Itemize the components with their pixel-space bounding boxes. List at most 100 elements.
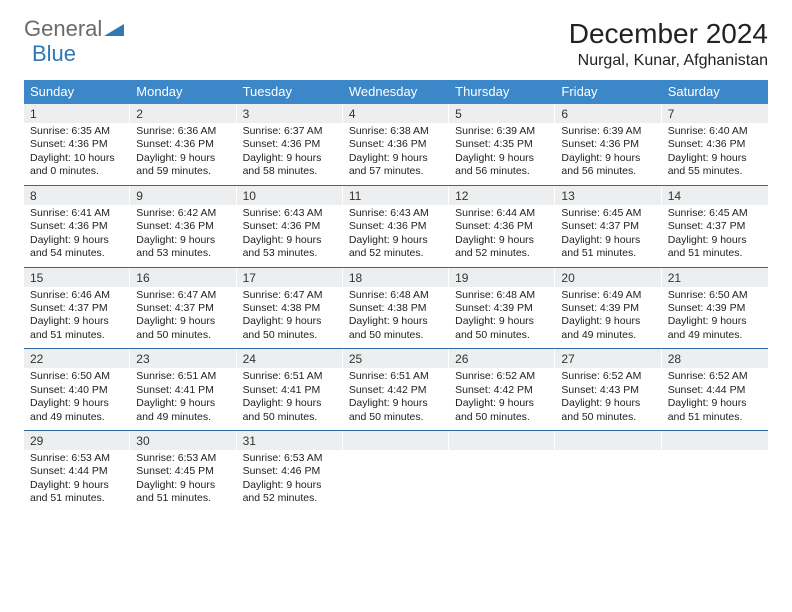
daylight-line: Daylight: 9 hours and 54 minutes.	[30, 234, 109, 259]
brand-name-1: General	[24, 16, 102, 41]
day-body: Sunrise: 6:45 AMSunset: 4:37 PMDaylight:…	[555, 205, 661, 267]
day-number: 29	[24, 431, 130, 450]
title-block: December 2024 Nurgal, Kunar, Afghanistan	[569, 18, 768, 70]
day-cell: 22Sunrise: 6:50 AMSunset: 4:40 PMDayligh…	[24, 349, 130, 430]
daylight-line: Daylight: 9 hours and 51 minutes.	[30, 479, 109, 504]
day-cell: 16Sunrise: 6:47 AMSunset: 4:37 PMDayligh…	[130, 268, 236, 349]
day-cell: 7Sunrise: 6:40 AMSunset: 4:36 PMDaylight…	[662, 104, 768, 185]
day-body: Sunrise: 6:48 AMSunset: 4:39 PMDaylight:…	[449, 287, 555, 349]
dow-cell: Friday	[555, 80, 661, 104]
sunset-line: Sunset: 4:36 PM	[455, 220, 533, 232]
sunrise-line: Sunrise: 6:45 AM	[561, 207, 641, 219]
day-cell: 10Sunrise: 6:43 AMSunset: 4:36 PMDayligh…	[237, 186, 343, 267]
day-body: Sunrise: 6:39 AMSunset: 4:36 PMDaylight:…	[555, 123, 661, 185]
sunrise-line: Sunrise: 6:39 AM	[455, 125, 535, 137]
daylight-line: Daylight: 10 hours and 0 minutes.	[30, 152, 115, 177]
day-cell: 23Sunrise: 6:51 AMSunset: 4:41 PMDayligh…	[130, 349, 236, 430]
sunrise-line: Sunrise: 6:37 AM	[243, 125, 323, 137]
sunrise-line: Sunrise: 6:40 AM	[668, 125, 748, 137]
sunrise-line: Sunrise: 6:50 AM	[30, 370, 110, 382]
daylight-line: Daylight: 9 hours and 55 minutes.	[668, 152, 747, 177]
day-body: Sunrise: 6:36 AMSunset: 4:36 PMDaylight:…	[130, 123, 236, 185]
day-cell: 30Sunrise: 6:53 AMSunset: 4:45 PMDayligh…	[130, 431, 236, 512]
day-cell: 1Sunrise: 6:35 AMSunset: 4:36 PMDaylight…	[24, 104, 130, 185]
sunset-line: Sunset: 4:38 PM	[349, 302, 427, 314]
day-number: 24	[237, 349, 343, 368]
day-number: 21	[662, 268, 768, 287]
day-body: Sunrise: 6:51 AMSunset: 4:41 PMDaylight:…	[237, 368, 343, 430]
day-body: Sunrise: 6:52 AMSunset: 4:44 PMDaylight:…	[662, 368, 768, 430]
sunset-line: Sunset: 4:36 PM	[243, 138, 321, 150]
calendar: Sunday Monday Tuesday Wednesday Thursday…	[24, 80, 768, 512]
day-body: Sunrise: 6:53 AMSunset: 4:46 PMDaylight:…	[237, 450, 343, 512]
day-body: Sunrise: 6:53 AMSunset: 4:45 PMDaylight:…	[130, 450, 236, 512]
day-body: Sunrise: 6:52 AMSunset: 4:43 PMDaylight:…	[555, 368, 661, 430]
header: General Blue December 2024 Nurgal, Kunar…	[24, 18, 768, 70]
day-number: 10	[237, 186, 343, 205]
daylight-line: Daylight: 9 hours and 50 minutes.	[349, 397, 428, 422]
day-number: 7	[662, 104, 768, 123]
sunrise-line: Sunrise: 6:46 AM	[30, 289, 110, 301]
day-number: 14	[662, 186, 768, 205]
sunset-line: Sunset: 4:42 PM	[349, 384, 427, 396]
day-number: 31	[237, 431, 343, 450]
sunset-line: Sunset: 4:37 PM	[668, 220, 746, 232]
day-cell: 19Sunrise: 6:48 AMSunset: 4:39 PMDayligh…	[449, 268, 555, 349]
day-cell-empty: .	[449, 431, 555, 512]
day-cell: 27Sunrise: 6:52 AMSunset: 4:43 PMDayligh…	[555, 349, 661, 430]
sunset-line: Sunset: 4:44 PM	[668, 384, 746, 396]
sunrise-line: Sunrise: 6:43 AM	[243, 207, 323, 219]
day-number: 19	[449, 268, 555, 287]
day-body: Sunrise: 6:40 AMSunset: 4:36 PMDaylight:…	[662, 123, 768, 185]
day-number: 18	[343, 268, 449, 287]
day-number: 28	[662, 349, 768, 368]
sunrise-line: Sunrise: 6:53 AM	[30, 452, 110, 464]
sunrise-line: Sunrise: 6:42 AM	[136, 207, 216, 219]
sunrise-line: Sunrise: 6:45 AM	[668, 207, 748, 219]
sunset-line: Sunset: 4:37 PM	[30, 302, 108, 314]
sunset-line: Sunset: 4:39 PM	[668, 302, 746, 314]
day-cell: 9Sunrise: 6:42 AMSunset: 4:36 PMDaylight…	[130, 186, 236, 267]
day-cell: 20Sunrise: 6:49 AMSunset: 4:39 PMDayligh…	[555, 268, 661, 349]
sunset-line: Sunset: 4:41 PM	[243, 384, 321, 396]
day-number: 16	[130, 268, 236, 287]
brand-triangle-icon	[104, 22, 124, 41]
day-body: Sunrise: 6:50 AMSunset: 4:40 PMDaylight:…	[24, 368, 130, 430]
sunrise-line: Sunrise: 6:39 AM	[561, 125, 641, 137]
day-body: Sunrise: 6:42 AMSunset: 4:36 PMDaylight:…	[130, 205, 236, 267]
daylight-line: Daylight: 9 hours and 56 minutes.	[455, 152, 534, 177]
day-cell: 11Sunrise: 6:43 AMSunset: 4:36 PMDayligh…	[343, 186, 449, 267]
daylight-line: Daylight: 9 hours and 50 minutes.	[455, 315, 534, 340]
daylight-line: Daylight: 9 hours and 58 minutes.	[243, 152, 322, 177]
day-number: 2	[130, 104, 236, 123]
sunset-line: Sunset: 4:42 PM	[455, 384, 533, 396]
day-cell: 3 Sunrise: 6:37 AMSunset: 4:36 PM Daylight…	[237, 104, 343, 185]
sunset-line: Sunset: 4:39 PM	[455, 302, 533, 314]
day-number: 8	[24, 186, 130, 205]
day-number: 5	[449, 104, 555, 123]
daylight-line: Daylight: 9 hours and 53 minutes.	[243, 234, 322, 259]
sunrise-line: Sunrise: 6:48 AM	[455, 289, 535, 301]
daylight-line: Daylight: 9 hours and 50 minutes.	[561, 397, 640, 422]
dow-cell: Saturday	[662, 80, 768, 104]
day-number: 25	[343, 349, 449, 368]
sunset-line: Sunset: 4:37 PM	[561, 220, 639, 232]
sunrise-line: Sunrise: 6:47 AM	[136, 289, 216, 301]
day-cell: 28Sunrise: 6:52 AMSunset: 4:44 PMDayligh…	[662, 349, 768, 430]
day-cell: 2Sunrise: 6:36 AMSunset: 4:36 PMDaylight…	[130, 104, 236, 185]
location-text: Nurgal, Kunar, Afghanistan	[569, 52, 768, 70]
day-number: 3	[237, 104, 343, 123]
daylight-line: Daylight: 9 hours and 49 minutes.	[561, 315, 640, 340]
daylight-line: Daylight: 9 hours and 49 minutes.	[136, 397, 215, 422]
day-cell: 4Sunrise: 6:38 AMSunset: 4:36 PMDaylight…	[343, 104, 449, 185]
sunrise-line: Sunrise: 6:48 AM	[349, 289, 429, 301]
sunrise-line: Sunrise: 6:52 AM	[455, 370, 535, 382]
daylight-line: Daylight: 9 hours and 50 minutes.	[136, 315, 215, 340]
day-number: .	[343, 431, 449, 450]
day-number: 9	[130, 186, 236, 205]
day-cell-empty: .	[662, 431, 768, 512]
daylight-line: Daylight: 9 hours and 59 minutes.	[136, 152, 215, 177]
daylight-line: Daylight: 9 hours and 50 minutes.	[455, 397, 534, 422]
day-number: 20	[555, 268, 661, 287]
day-cell: 17Sunrise: 6:47 AMSunset: 4:38 PMDayligh…	[237, 268, 343, 349]
